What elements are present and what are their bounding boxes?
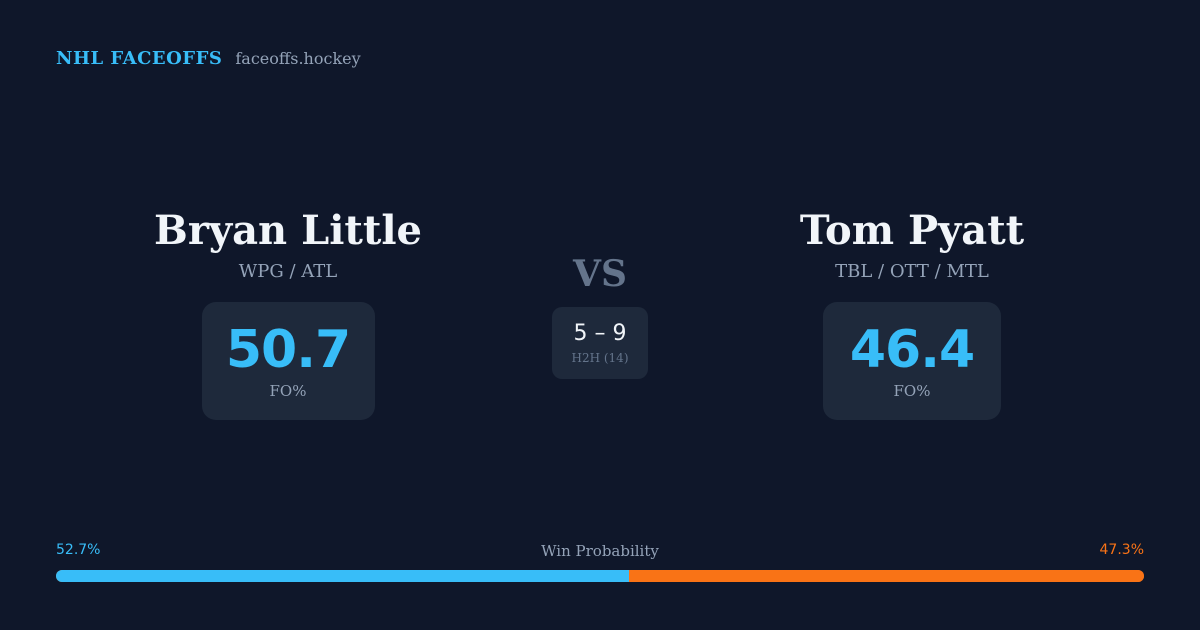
versus-label: VS: [573, 253, 627, 295]
faceoff-label-left: FO%: [269, 382, 307, 400]
player-name-right: Tom Pyatt: [799, 207, 1025, 254]
head-to-head-score: 5 – 9: [573, 321, 627, 346]
win-probability-title: Win Probability: [541, 542, 659, 560]
win-probability-bar-left: [56, 570, 630, 582]
faceoff-label-right: FO%: [893, 382, 931, 400]
win-probability-bar: [56, 570, 1144, 582]
player-teams-left: WPG / ATL: [238, 261, 338, 282]
faceoff-percentage-right: 46.4: [849, 320, 975, 380]
player-name-left: Bryan Little: [154, 207, 422, 254]
win-probability-labels: 52.7% Win Probability 47.3%: [56, 542, 1144, 564]
brand-header: NHL FACEOFFS faceoffs.hockey: [56, 48, 361, 69]
faceoff-stat-card-left: 50.7 FO%: [201, 302, 375, 420]
faceoff-percentage-left: 50.7: [225, 320, 351, 380]
brand-title: NHL FACEOFFS: [56, 48, 223, 69]
win-probability-left-value: 52.7%: [56, 542, 101, 558]
head-to-head-label: H2H (14): [571, 351, 629, 365]
player-card-right: Tom Pyatt TBL / OTT / MTL 46.4 FO%: [712, 206, 1112, 420]
faceoff-stat-card-right: 46.4 FO%: [823, 302, 1001, 420]
win-probability-right-value: 47.3%: [1099, 542, 1144, 558]
brand-site: faceoffs.hockey: [235, 49, 361, 68]
head-to-head-card: 5 – 9 H2H (14): [552, 307, 648, 379]
player-teams-right: TBL / OTT / MTL: [835, 261, 989, 282]
win-probability-bar-right: [629, 570, 1144, 582]
player-card-left: Bryan Little WPG / ATL 50.7 FO%: [88, 206, 488, 420]
